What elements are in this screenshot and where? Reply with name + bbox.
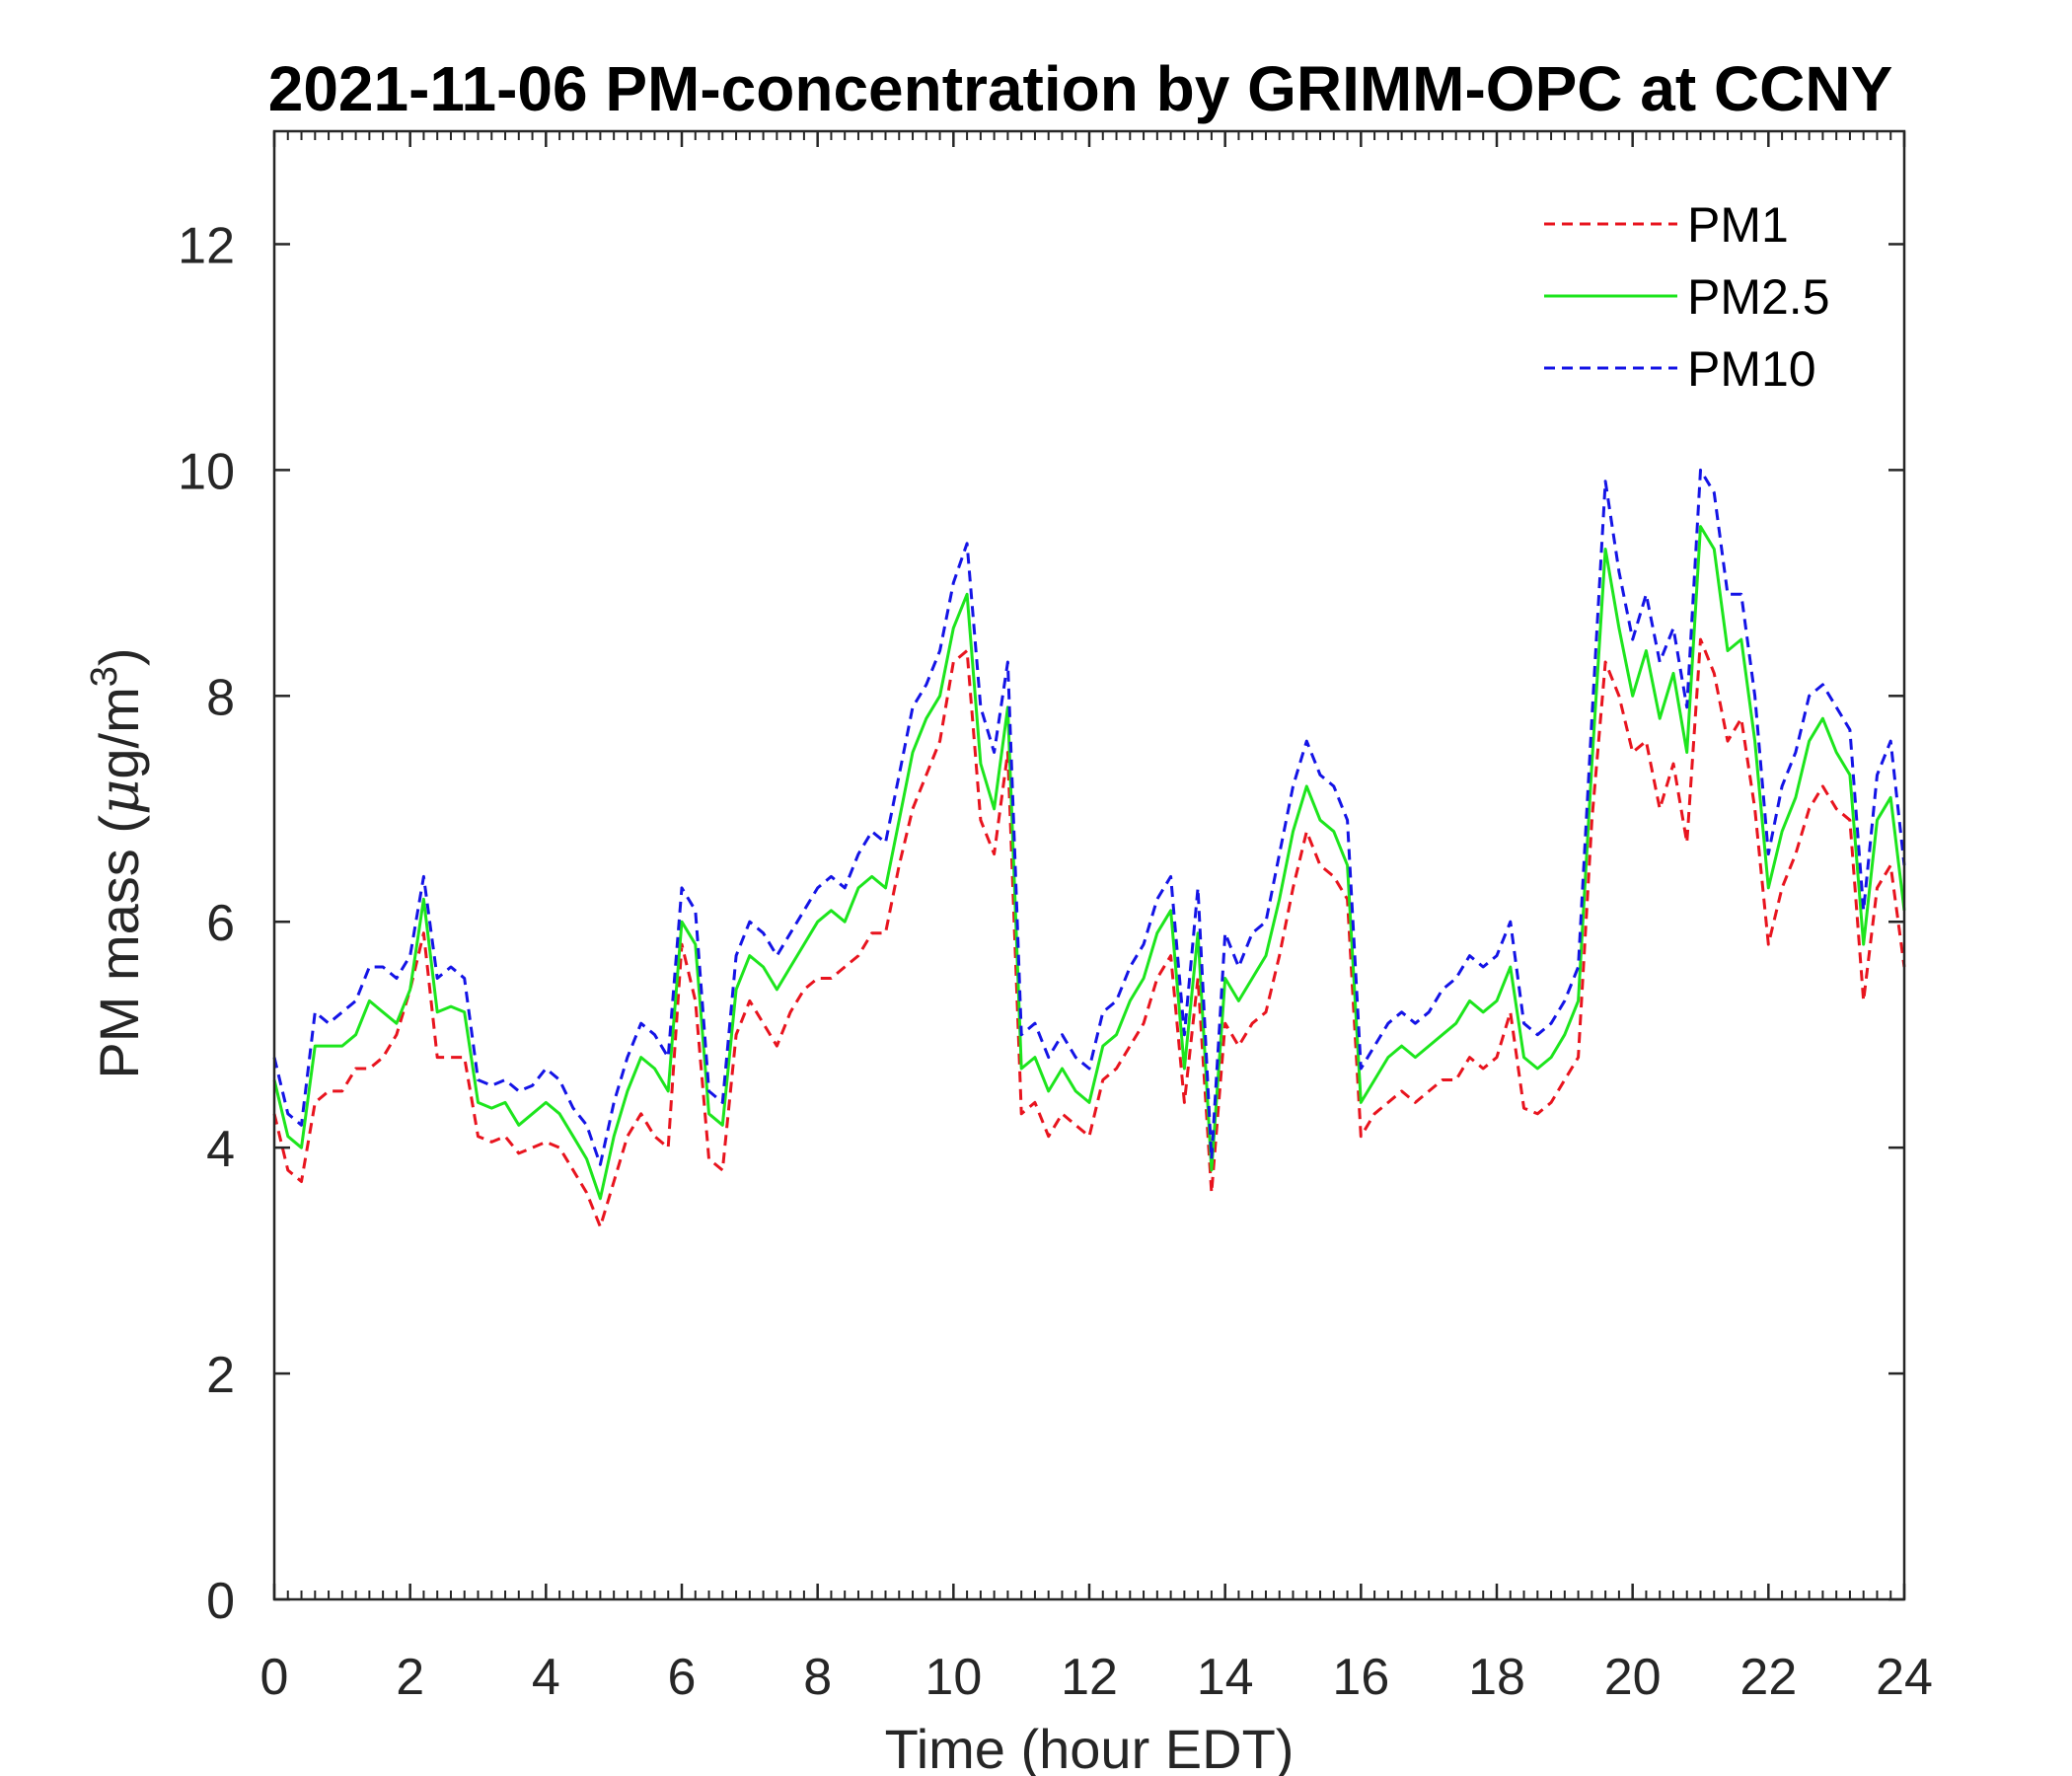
y-tick-label: 10 [178,443,235,500]
y-tick-label: 6 [206,895,235,952]
y-tick-label: 8 [206,669,235,726]
x-tick-label: 14 [1197,1649,1254,1706]
y-tick-label: 2 [206,1347,235,1404]
y-axis-label-text: PM mass ( [88,815,150,1079]
chart-title: 2021-11-06 PM-concentration by GRIMM-OPC… [268,53,1893,124]
y-axis-label: PM mass (μg/m3) [84,647,152,1078]
y-axis-label-close: ) [88,647,150,666]
plot-area [272,129,1906,1601]
x-axis-label: Time (hour EDT) [885,1718,1295,1776]
x-tick-label: 4 [532,1649,560,1706]
y-tick-labels: 0 2 4 6 8 10 12 [178,217,235,1630]
y-tick-label: 0 [206,1573,235,1630]
x-tick-label: 6 [668,1649,697,1706]
x-tick-label: 20 [1604,1649,1662,1706]
y-axis-label-superscript: 3 [84,666,125,687]
y-tick-label: 12 [178,217,235,274]
legend: PM1 PM2.5 PM10 [1544,197,1830,397]
ticks-layer [272,131,1906,1601]
x-tick-label: 24 [1876,1649,1933,1706]
x-tick-label: 16 [1332,1649,1389,1706]
y-axis-label-mu: μ [88,779,152,815]
series-line-pm10 [272,468,1906,1166]
series-line-pm2-5 [272,525,1906,1201]
x-tick-label: 12 [1061,1649,1118,1706]
legend-label-pm2-5: PM2.5 [1687,269,1830,325]
y-tick-label: 4 [206,1121,235,1178]
x-tick-label: 2 [396,1649,424,1706]
series-layer [272,468,1906,1228]
x-tick-label: 10 [925,1649,982,1706]
x-tick-labels: 0 2 4 6 8 10 12 14 16 18 20 22 24 [260,1649,1933,1706]
x-tick-label: 18 [1468,1649,1525,1706]
x-tick-label: 22 [1739,1649,1797,1706]
x-tick-label: 8 [803,1649,832,1706]
legend-label-pm1: PM1 [1687,197,1789,253]
y-axis-label-unit: g/m [88,687,150,778]
legend-label-pm10: PM10 [1687,341,1816,397]
x-tick-label: 0 [260,1649,289,1706]
axes-background [274,131,1904,1599]
